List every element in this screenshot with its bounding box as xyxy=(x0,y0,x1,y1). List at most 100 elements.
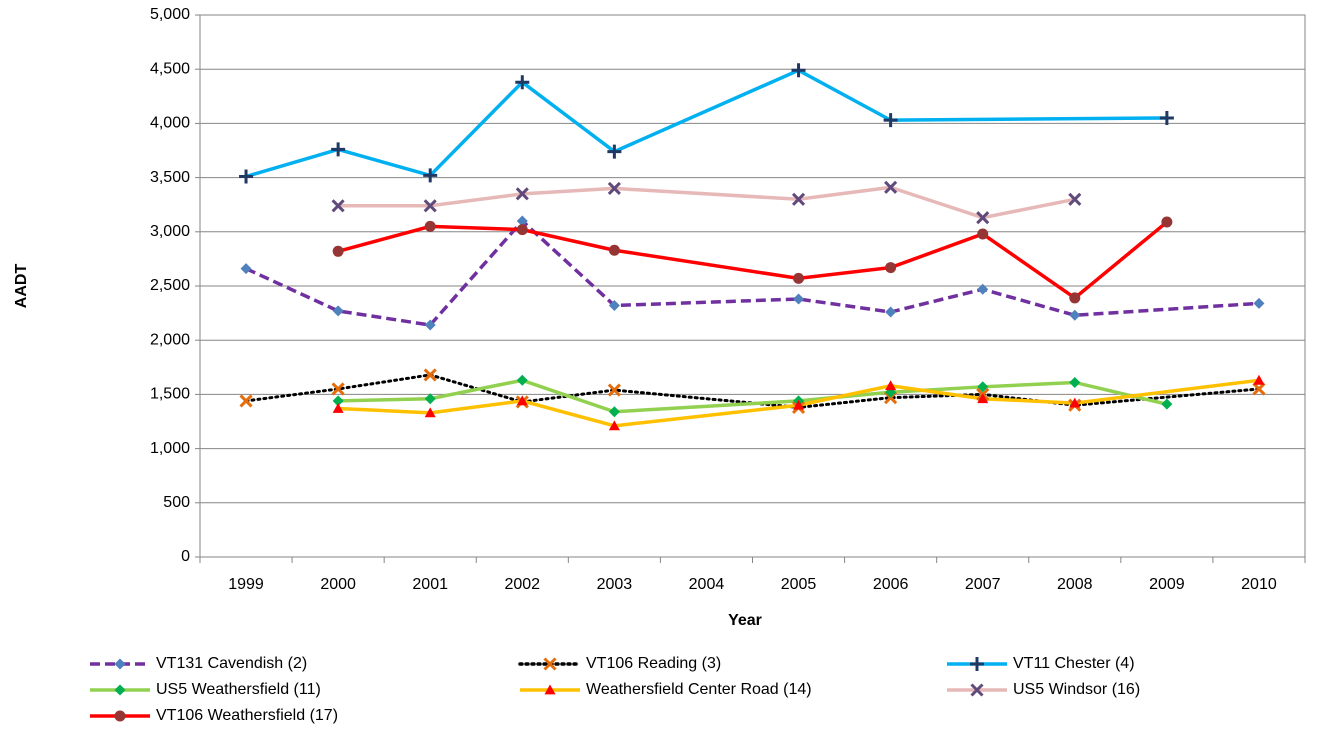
x-tick-label: 2000 xyxy=(320,576,356,593)
legend-label: VT131 Cavendish (2) xyxy=(156,655,307,672)
marker xyxy=(977,283,989,295)
legend-item: VT106 Weathersfield (17) xyxy=(90,707,338,724)
legend-label: VT106 Weathersfield (17) xyxy=(156,707,338,724)
marker xyxy=(516,215,528,227)
marker xyxy=(793,399,805,410)
marker xyxy=(1069,309,1081,321)
x-tick-label: 2008 xyxy=(1057,576,1093,593)
legend-label: US5 Weathersfield (11) xyxy=(156,681,321,698)
y-tick-label: 3,000 xyxy=(150,223,190,240)
marker xyxy=(977,228,989,240)
marker xyxy=(607,181,621,196)
marker xyxy=(970,657,984,671)
marker xyxy=(424,319,436,331)
marker xyxy=(331,142,346,157)
legend-label: VT106 Reading (3) xyxy=(586,655,721,672)
legend-item: US5 Weathersfield (11) xyxy=(90,681,321,698)
x-tick-label: 2006 xyxy=(873,576,909,593)
marker xyxy=(114,684,126,696)
x-axis-label: Year xyxy=(728,612,762,629)
legend-item: VT131 Cavendish (2) xyxy=(90,655,307,672)
marker xyxy=(608,300,620,312)
y-axis-label: AADT xyxy=(13,264,30,309)
marker xyxy=(332,402,344,413)
x-tick-label: 2001 xyxy=(412,576,448,593)
legend-label: US5 Windsor (16) xyxy=(1013,681,1140,698)
y-tick-label: 5,000 xyxy=(150,6,190,23)
marker xyxy=(515,187,529,201)
y-tick-label: 2,000 xyxy=(150,331,190,348)
marker xyxy=(332,245,344,257)
legend-item: Weathersfield Center Road (14) xyxy=(520,681,812,698)
y-tick-label: 1,500 xyxy=(150,386,190,403)
marker xyxy=(544,684,556,695)
marker xyxy=(1069,397,1081,408)
marker xyxy=(1253,297,1265,309)
marker xyxy=(423,368,437,382)
marker xyxy=(791,63,806,78)
marker xyxy=(1252,382,1266,396)
marker xyxy=(1161,216,1173,228)
marker xyxy=(332,305,344,317)
marker xyxy=(515,75,530,90)
marker xyxy=(424,220,436,232)
y-tick-label: 1,000 xyxy=(150,440,190,457)
marker xyxy=(793,272,805,284)
legend-item: VT106 Reading (3) xyxy=(518,655,721,672)
marker xyxy=(1069,376,1081,388)
marker xyxy=(543,657,557,671)
marker xyxy=(976,211,990,225)
marker xyxy=(970,683,984,697)
marker xyxy=(791,192,806,206)
series-line xyxy=(245,68,1167,179)
marker xyxy=(240,263,252,275)
x-tick-label: 2010 xyxy=(1241,576,1277,593)
marker xyxy=(1069,292,1081,304)
x-tick-label: 2005 xyxy=(781,576,817,593)
marker xyxy=(607,144,622,159)
marker xyxy=(516,224,528,236)
marker xyxy=(114,710,126,722)
marker xyxy=(516,395,528,406)
x-tick-label: 2009 xyxy=(1149,576,1185,593)
marker xyxy=(332,395,344,407)
marker xyxy=(977,381,989,393)
y-tick-label: 500 xyxy=(163,494,190,511)
marker xyxy=(885,380,897,391)
y-tick-label: 2,500 xyxy=(150,277,190,294)
marker xyxy=(608,244,620,256)
x-tick-label: 2007 xyxy=(965,576,1001,593)
x-tick-label: 2003 xyxy=(597,576,633,593)
legend-label: VT11 Chester (4) xyxy=(1013,655,1135,672)
series-line xyxy=(245,218,1260,327)
marker xyxy=(423,168,438,183)
marker xyxy=(885,262,897,274)
y-tick-label: 3,500 xyxy=(150,169,190,186)
marker xyxy=(977,393,989,404)
x-tick-label: 2002 xyxy=(504,576,540,593)
marker xyxy=(423,199,437,213)
legend-item: US5 Windsor (16) xyxy=(947,681,1140,698)
marker xyxy=(424,393,436,405)
marker xyxy=(793,293,805,305)
marker xyxy=(884,180,898,194)
marker xyxy=(885,306,897,318)
marker xyxy=(239,169,254,184)
y-tick-label: 4,000 xyxy=(150,115,190,132)
marker xyxy=(1161,398,1173,410)
legend-item: VT11 Chester (4) xyxy=(947,655,1135,672)
marker xyxy=(883,113,898,128)
marker xyxy=(239,394,253,408)
series-line xyxy=(338,185,1076,220)
marker xyxy=(516,374,528,386)
marker xyxy=(331,382,345,396)
legend-label: Weathersfield Center Road (14) xyxy=(586,681,812,698)
marker xyxy=(1068,192,1082,206)
marker xyxy=(1253,374,1265,385)
marker xyxy=(331,199,345,213)
marker xyxy=(424,407,436,418)
marker xyxy=(607,383,621,397)
x-tick-label: 2004 xyxy=(689,576,725,593)
marker xyxy=(1159,110,1174,125)
